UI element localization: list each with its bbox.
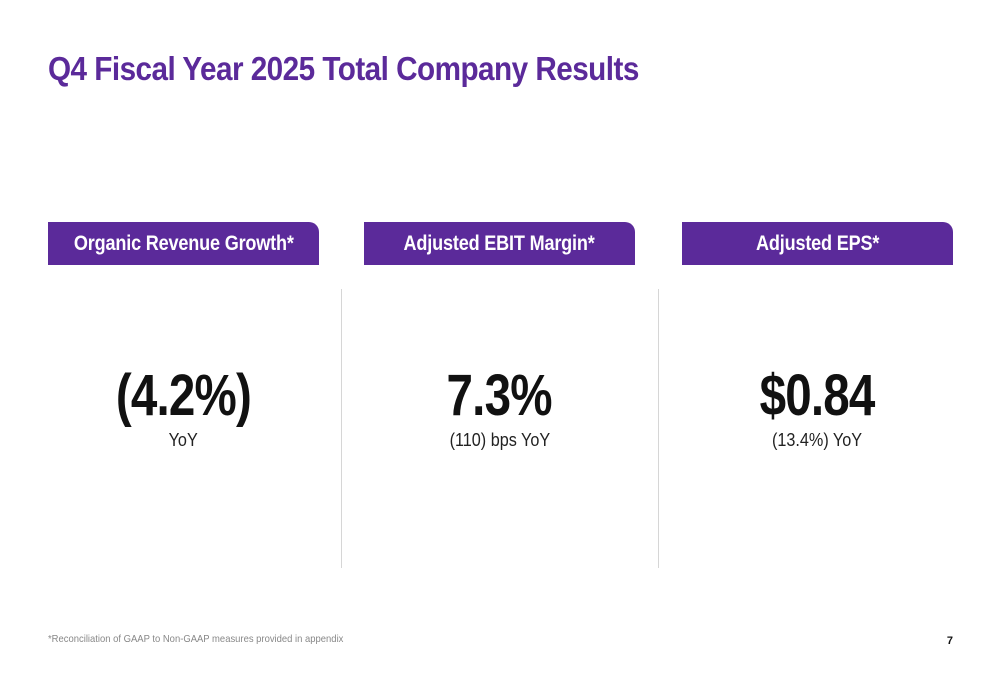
column-divider: [658, 289, 659, 568]
metric-value-text: (4.2%): [115, 363, 252, 428]
footnote: *Reconciliation of GAAP to Non-GAAP meas…: [48, 633, 344, 645]
metric-header-label: Adjusted EPS*: [755, 231, 880, 255]
page-number: 7: [946, 635, 953, 647]
metric-header-organic-revenue-growth: Organic Revenue Growth*: [48, 222, 319, 265]
metric-subtext: YoY: [168, 430, 199, 450]
metric-header-label: Adjusted EBIT Margin*: [403, 231, 596, 255]
metric-header-label: Organic Revenue Growth*: [73, 231, 294, 255]
metric-value-text: 7.3%: [446, 363, 553, 428]
column-divider: [341, 289, 342, 568]
metric-subtext-adjusted-eps: (13.4%) YoY: [682, 430, 953, 451]
metric-value-adjusted-ebit-margin: 7.3%: [364, 362, 635, 429]
metric-subtext: (13.4%) YoY: [772, 430, 863, 450]
metric-header-adjusted-eps: Adjusted EPS*: [682, 222, 953, 265]
metric-subtext-organic-revenue-growth: YoY: [48, 430, 319, 451]
metric-subtext-adjusted-ebit-margin: (110) bps YoY: [364, 430, 635, 451]
metric-value-text: $0.84: [760, 363, 876, 428]
metric-value-adjusted-eps: $0.84: [682, 362, 953, 429]
metric-subtext: (110) bps YoY: [449, 430, 550, 450]
slide-title: Q4 Fiscal Year 2025 Total Company Result…: [48, 50, 639, 87]
metric-value-organic-revenue-growth: (4.2%): [48, 362, 319, 429]
metric-header-adjusted-ebit-margin: Adjusted EBIT Margin*: [364, 222, 635, 265]
